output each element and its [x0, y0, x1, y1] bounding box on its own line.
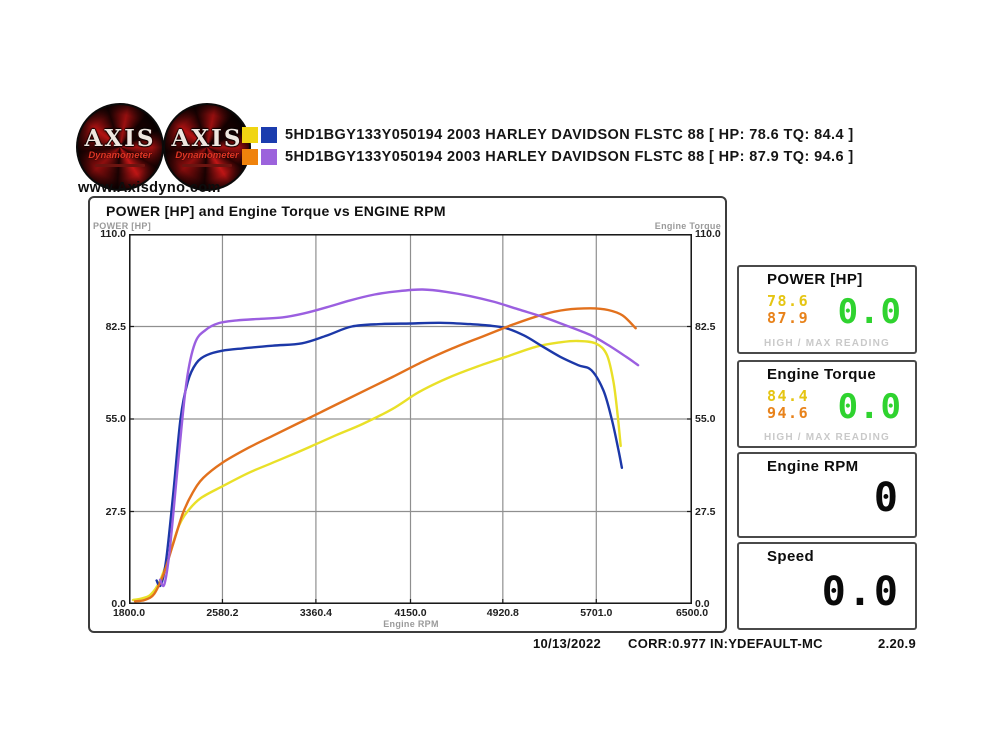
x-axis-tick: 2580.2 [206, 607, 239, 619]
left-axis-label: POWER [HP] [93, 221, 151, 231]
y-axis-tick-left: 27.5 [105, 505, 126, 518]
legend-run2-label: 5HD1BGY133Y050194 2003 HARLEY DAVIDSON F… [285, 149, 854, 165]
speed-gauge: Speed 0.0 [737, 542, 917, 630]
x-axis-tick: 3360.4 [299, 607, 332, 619]
x-axis-tick: 5701.0 [580, 607, 613, 619]
logo-subtitle: Dynamometer [88, 150, 152, 162]
y-axis-tick-right: 55.0 [695, 413, 716, 425]
correction-factor: CORR:0.977 IN:Y [628, 636, 738, 651]
torque-gauge: Engine Torque 84.4 94.6 0.0 HIGH / MAX R… [737, 360, 917, 448]
axis-dyno-logo: AXIS Dynamometer [76, 103, 164, 191]
axis-dyno-logo: AXIS Dynamometer [163, 103, 251, 191]
legend-swatch-run1-power [242, 127, 258, 143]
y-axis-tick-left: 0.0 [111, 598, 126, 610]
dyno-chart-panel: POWER [HP] and Engine Torque vs ENGINE R… [88, 196, 727, 633]
torque-max-run2: 94.6 [767, 404, 810, 422]
rpm-gauge: Engine RPM 0 [737, 452, 917, 538]
logo-subtitle: Dynamometer [175, 150, 239, 162]
logo-title: AXIS [84, 125, 156, 153]
profile-name: DEFAULT-MC [737, 636, 823, 651]
x-axis-tick: 4920.8 [486, 607, 519, 619]
power-gauge-footnote: HIGH / MAX READING [763, 338, 891, 349]
torque-max-run1: 84.4 [767, 387, 810, 405]
power-gauge: POWER [HP] 78.6 87.9 0.0 HIGH / MAX READ… [737, 265, 917, 354]
legend-swatch-run2-power [242, 149, 258, 165]
legend-swatch-run2-torque [261, 149, 277, 165]
torque-gauge-title: Engine Torque [767, 366, 877, 383]
legend-run1-label: 5HD1BGY133Y050194 2003 HARLEY DAVIDSON F… [285, 127, 854, 143]
logo-title: AXIS [171, 125, 243, 153]
chart-title: POWER [HP] and Engine Torque vs ENGINE R… [106, 203, 446, 219]
y-axis-tick-left: 82.5 [105, 320, 126, 333]
x-axis-label: Engine RPM [383, 619, 439, 629]
torque-gauge-footnote: HIGH / MAX READING [763, 432, 891, 443]
dyno-curves-chart [128, 233, 693, 605]
rpm-live-readout: 0 [873, 475, 900, 521]
torque-live-readout: 0.0 [837, 387, 902, 427]
speed-live-readout: 0.0 [821, 569, 900, 615]
power-max-run2: 87.9 [767, 309, 810, 327]
y-axis-tick-right: 27.5 [695, 505, 716, 518]
y-axis-tick-left: 110.0 [100, 228, 126, 240]
x-axis-tick: 1800.0 [112, 607, 146, 619]
y-axis-tick-right: 82.5 [695, 320, 716, 333]
x-axis-tick: 6500.0 [675, 607, 709, 619]
y-axis-tick-left: 55.0 [105, 413, 126, 425]
x-axis-tick: 4150.0 [394, 607, 427, 619]
speed-gauge-title: Speed [767, 548, 815, 565]
legend-row-run2[interactable]: 5HD1BGY133Y050194 2003 HARLEY DAVIDSON F… [242, 146, 854, 168]
y-axis-tick-right: 0.0 [695, 598, 710, 610]
y-axis-tick-right: 110.0 [695, 228, 721, 240]
power-gauge-title: POWER [HP] [767, 271, 863, 288]
power-max-run1: 78.6 [767, 292, 810, 310]
rpm-gauge-title: Engine RPM [767, 458, 859, 475]
logo-fineprint-bar [95, 163, 145, 167]
website-link[interactable]: www.Axisdyno.com [78, 180, 221, 196]
logo-fineprint-bar [182, 163, 232, 167]
plot-area [128, 233, 693, 605]
legend-row-run1[interactable]: 5HD1BGY133Y050194 2003 HARLEY DAVIDSON F… [242, 124, 854, 146]
run-legend: 5HD1BGY133Y050194 2003 HARLEY DAVIDSON F… [242, 124, 854, 168]
power-live-readout: 0.0 [837, 292, 902, 332]
legend-swatch-run1-torque [261, 127, 277, 143]
software-version: 2.20.9 [878, 636, 916, 651]
right-axis-label: Engine Torque [654, 221, 721, 231]
run-date: 10/13/2022 [533, 636, 602, 651]
